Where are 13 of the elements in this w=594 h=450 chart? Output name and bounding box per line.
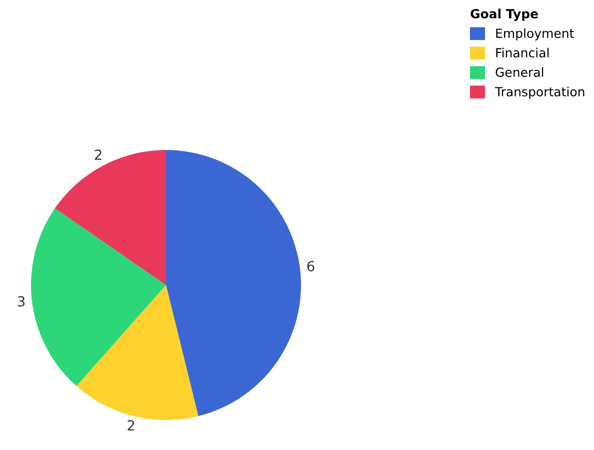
data-label: 2 (94, 149, 102, 160)
data-label: 6 (307, 260, 314, 272)
legend-label: Employment (496, 28, 574, 40)
data-label: 3 (18, 296, 25, 307)
legend-label: General (496, 67, 544, 77)
pie-slice (54, 150, 166, 285)
pie-slice (166, 150, 301, 416)
pie-slice (31, 208, 166, 386)
pie-slice (76, 285, 198, 420)
legend-title: Goal Type (470, 8, 538, 21)
data-label: 2 (128, 420, 134, 430)
legend-label: Transportation (494, 86, 584, 99)
legend-label: Financial (496, 48, 549, 58)
